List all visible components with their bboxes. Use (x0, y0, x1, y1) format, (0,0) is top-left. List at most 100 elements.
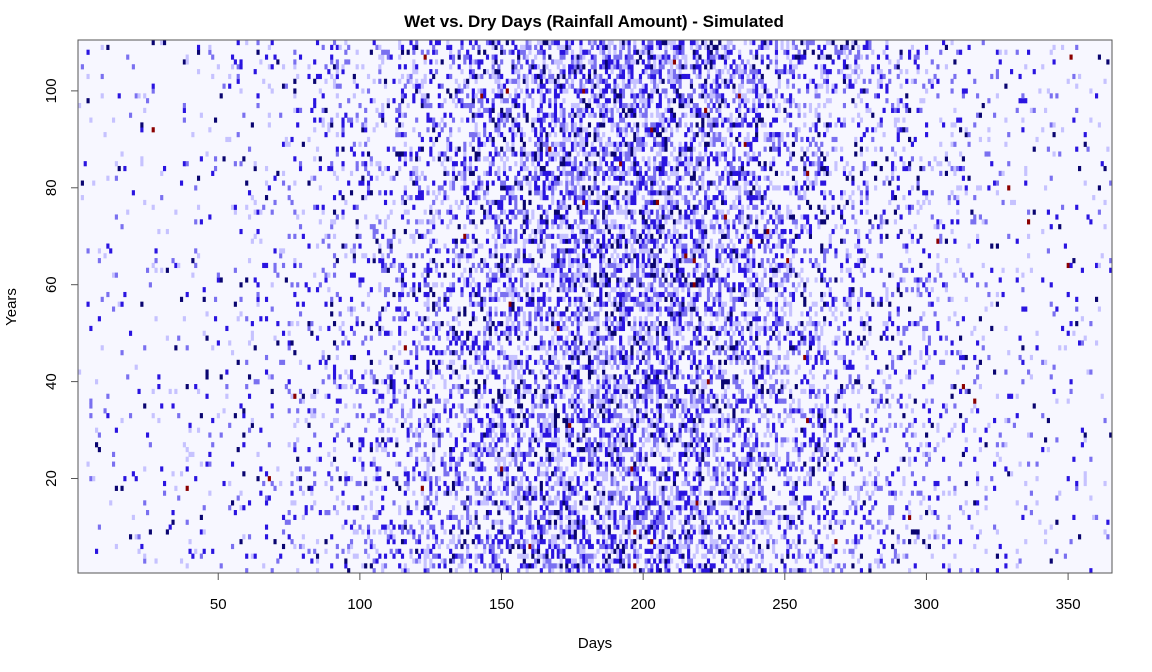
heatmap-cell (900, 423, 903, 428)
heatmap-cell (795, 384, 798, 389)
heatmap-cell (758, 316, 761, 321)
heatmap-cell (562, 321, 565, 326)
heatmap-cell (815, 534, 818, 539)
heatmap-cell (679, 505, 682, 510)
heatmap-cell (772, 413, 775, 418)
heatmap-cell (506, 442, 509, 447)
heatmap-cell (392, 369, 395, 374)
heatmap-cell (883, 379, 886, 384)
heatmap-cell (579, 563, 582, 568)
heatmap-cell (681, 374, 684, 379)
heatmap-cell (812, 336, 815, 341)
heatmap-cell (781, 369, 784, 374)
heatmap-cell (562, 311, 565, 316)
heatmap-cell (469, 408, 472, 413)
heatmap-cell (557, 544, 560, 549)
heatmap-cell (778, 365, 781, 370)
heatmap-cell (475, 544, 478, 549)
heatmap-cell (608, 432, 611, 437)
heatmap-cell (888, 413, 891, 418)
heatmap-cell (395, 442, 398, 447)
heatmap-cell (353, 520, 356, 525)
heatmap-cell (713, 340, 716, 345)
heatmap-cell (707, 394, 710, 399)
heatmap-cell (608, 418, 611, 423)
heatmap-cell (823, 432, 826, 437)
heatmap-cell (636, 365, 639, 370)
heatmap-cell (676, 437, 679, 442)
heatmap-cell (279, 481, 282, 486)
heatmap-cell (701, 544, 704, 549)
heatmap-cell (562, 491, 565, 496)
heatmap-cell (721, 413, 724, 418)
heatmap-cell (574, 505, 577, 510)
heatmap-cell (775, 355, 778, 360)
heatmap-cell (596, 447, 599, 452)
heatmap-cell (744, 355, 747, 360)
heatmap-cell (520, 534, 523, 539)
heatmap-cell (248, 374, 251, 379)
heatmap-cell (834, 442, 837, 447)
heatmap-cell (724, 563, 727, 568)
heatmap-cell (724, 350, 727, 355)
heatmap-cell (701, 432, 704, 437)
heatmap-cell (163, 481, 166, 486)
heatmap-cell (89, 476, 92, 481)
heatmap-cell (732, 355, 735, 360)
heatmap-cell (704, 447, 707, 452)
heatmap-cell (489, 340, 492, 345)
heatmap-cell (435, 311, 438, 316)
heatmap-cell (548, 563, 551, 568)
heatmap-cell (511, 476, 514, 481)
heatmap-cell (548, 428, 551, 433)
heatmap-cell (945, 350, 948, 355)
heatmap-cell (647, 331, 650, 336)
heatmap-cell (585, 554, 588, 559)
heatmap-cell (492, 399, 495, 404)
heatmap-cell (636, 510, 639, 515)
heatmap-cell (511, 379, 514, 384)
heatmap-cell (353, 331, 356, 336)
heatmap-cell (588, 379, 591, 384)
heatmap-cell (483, 544, 486, 549)
heatmap-cell (752, 340, 755, 345)
heatmap-cell (469, 520, 472, 525)
heatmap-cell (619, 437, 622, 442)
heatmap-cell (302, 515, 305, 520)
heatmap-cell (557, 428, 560, 433)
heatmap-cell (741, 491, 744, 496)
heatmap-cell (696, 549, 699, 554)
heatmap-cell (701, 447, 704, 452)
heatmap-cell (591, 331, 594, 336)
heatmap-cell (565, 563, 568, 568)
heatmap-cell (526, 452, 529, 457)
heatmap-cell (817, 500, 820, 505)
heatmap-cell (299, 486, 302, 491)
heatmap-cell (642, 336, 645, 341)
heatmap-cell (577, 326, 580, 331)
heatmap-cell (715, 510, 718, 515)
heatmap-cell (724, 321, 727, 326)
heatmap-cell (809, 316, 812, 321)
heatmap-cell (786, 525, 789, 530)
heatmap-cell (633, 321, 636, 326)
heatmap-cell (625, 360, 628, 365)
heatmap-cell (154, 558, 157, 563)
heatmap-cell (375, 389, 378, 394)
heatmap-cell (758, 466, 761, 471)
heatmap-cell (764, 316, 767, 321)
heatmap-cell (579, 558, 582, 563)
heatmap-cell (843, 403, 846, 408)
heatmap-cell (664, 457, 667, 462)
heatmap-cell (506, 452, 509, 457)
heatmap-cell (545, 374, 548, 379)
heatmap-cell (537, 311, 540, 316)
heatmap-cell (435, 394, 438, 399)
heatmap-cell (543, 525, 546, 530)
heatmap-cell (766, 525, 769, 530)
heatmap-cell (710, 394, 713, 399)
heatmap-cell (798, 447, 801, 452)
heatmap-cell (381, 423, 384, 428)
heatmap-cell (466, 374, 469, 379)
